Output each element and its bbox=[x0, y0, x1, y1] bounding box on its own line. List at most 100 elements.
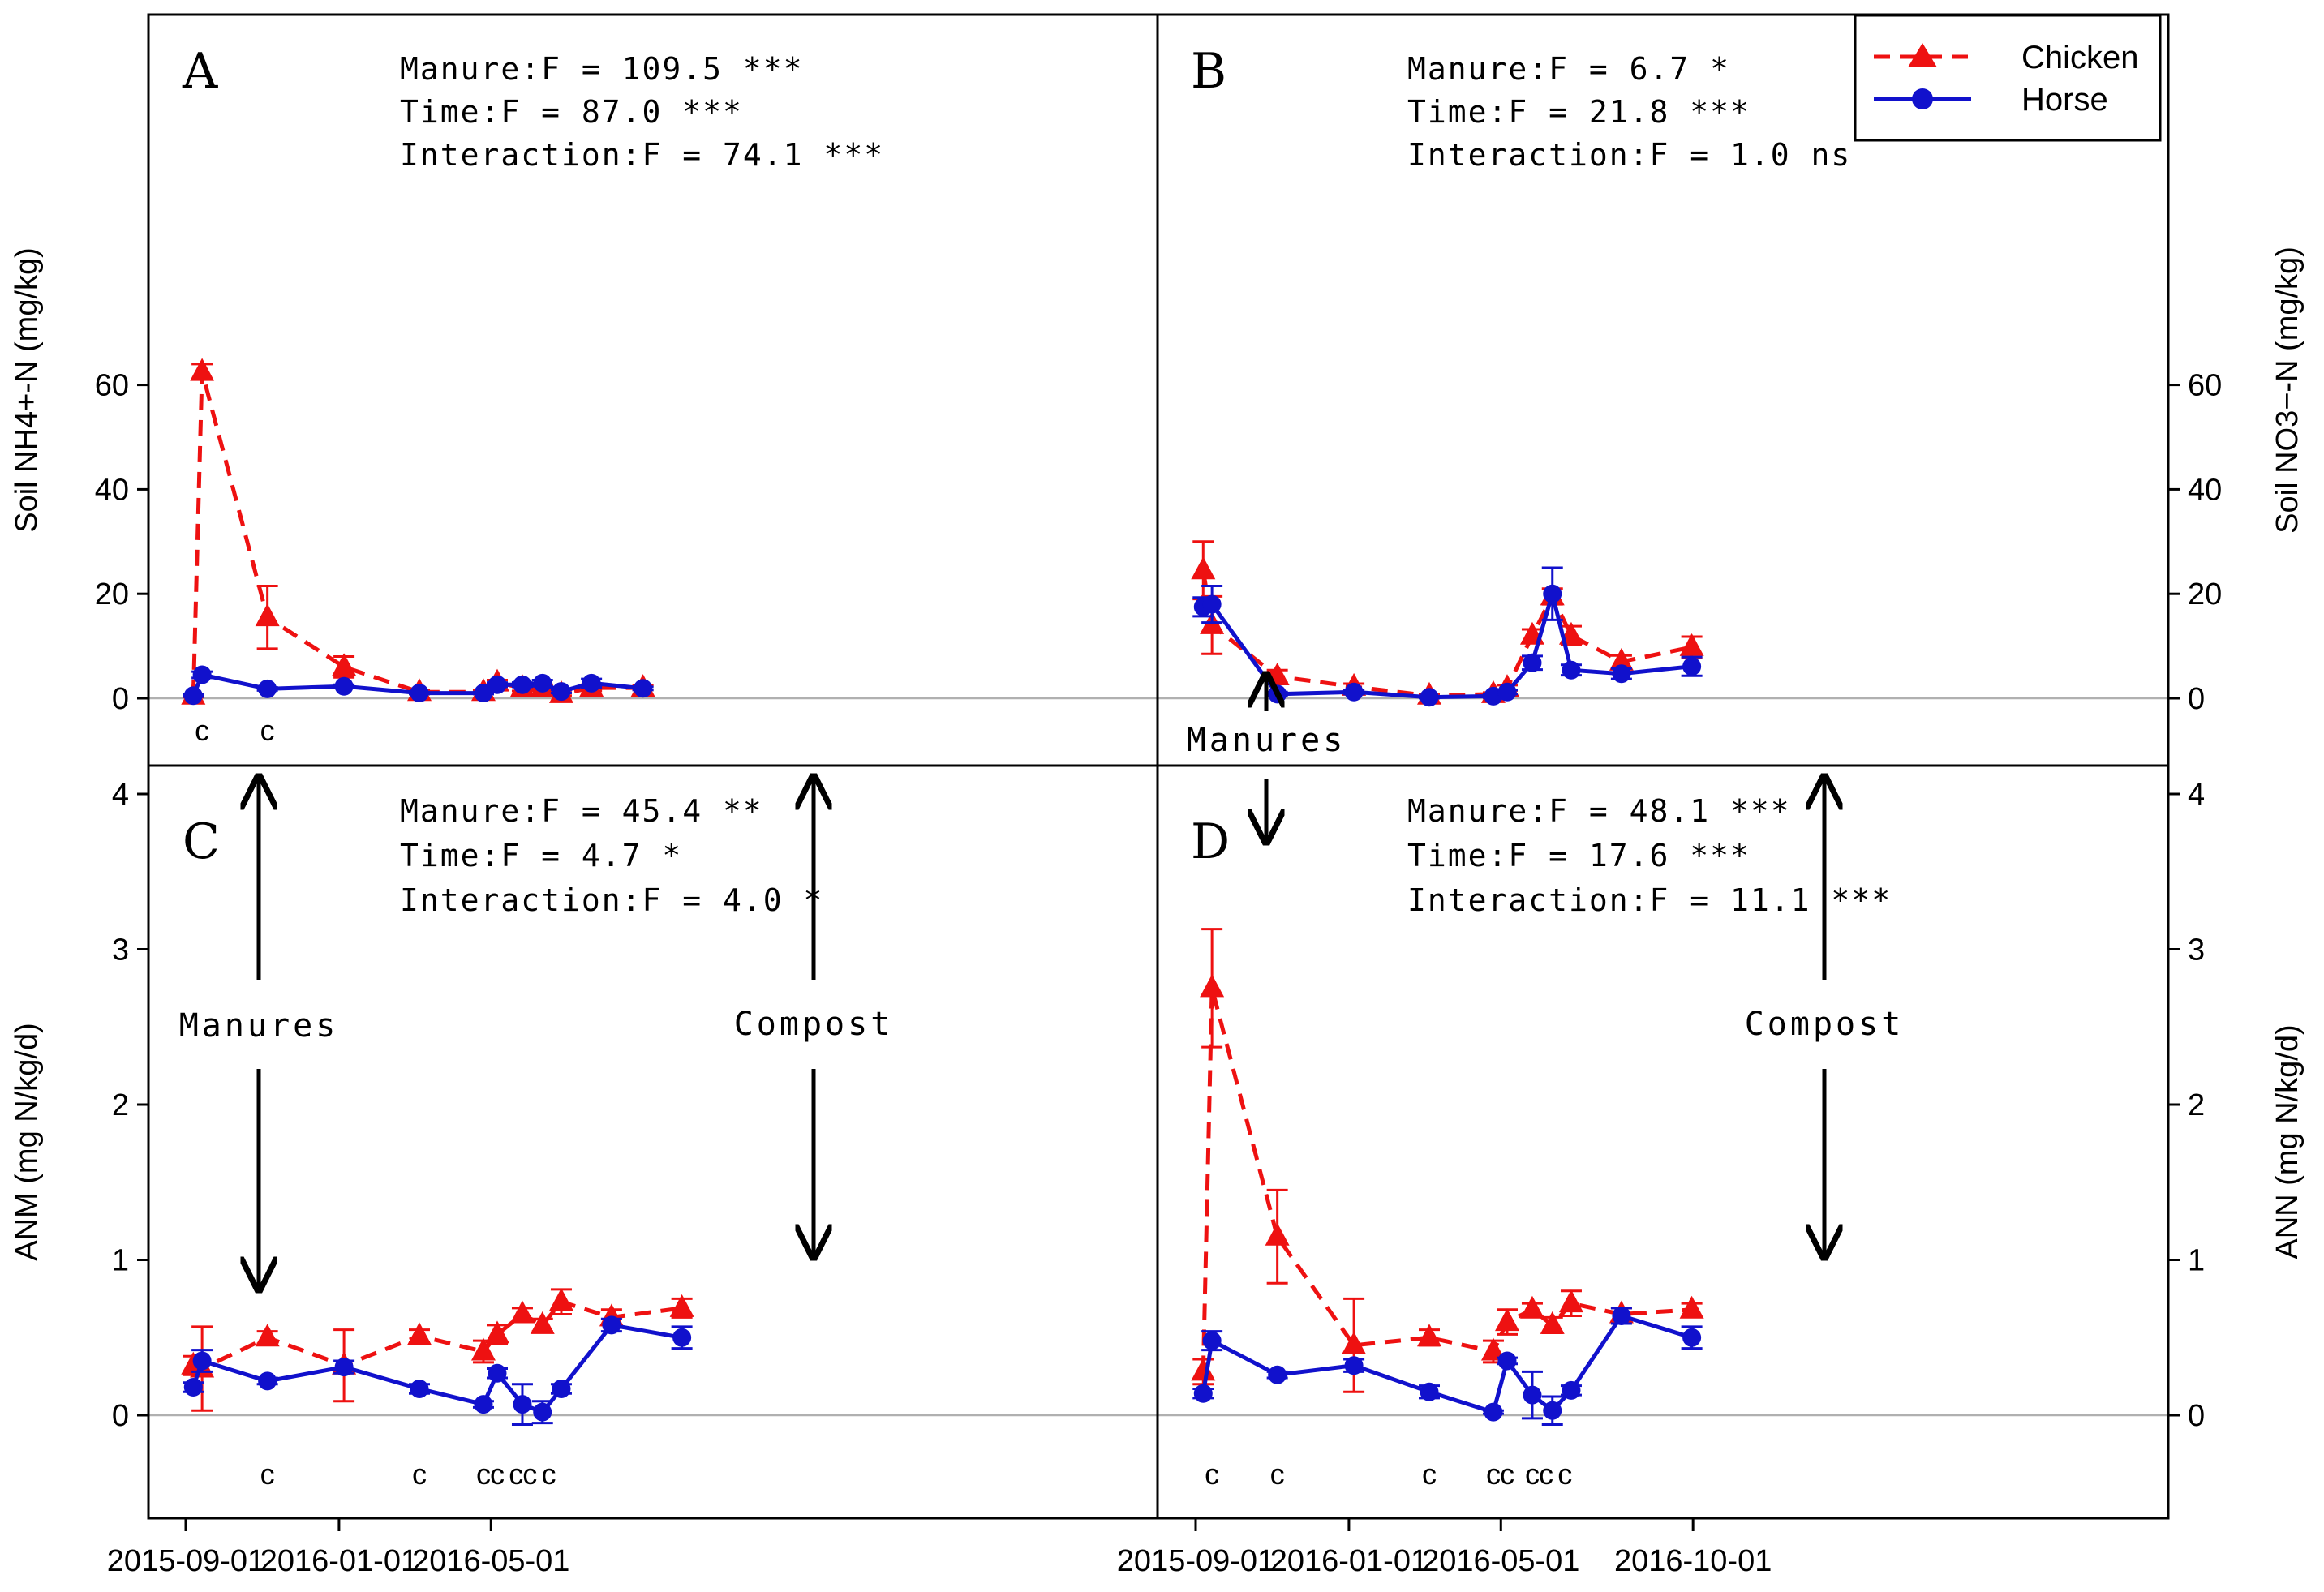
data-point-chicken bbox=[1609, 647, 1634, 671]
data-point-chicken bbox=[1342, 1331, 1367, 1354]
data-point-horse bbox=[1612, 1306, 1631, 1325]
data-point-horse bbox=[1523, 1385, 1542, 1405]
y-label-bottom-right: ANN (mg N/kg/d) bbox=[2270, 1024, 2305, 1259]
series-horse bbox=[1192, 566, 1703, 707]
zero-lines bbox=[148, 697, 2168, 1417]
series-line bbox=[1201, 987, 1692, 1372]
data-point-chicken bbox=[1540, 1311, 1565, 1334]
y-tick-label: 1 bbox=[2188, 1244, 2205, 1278]
data-point-horse bbox=[1612, 664, 1631, 684]
data-point-horse bbox=[334, 1358, 354, 1377]
x-tick-label: 2016-01-01 bbox=[260, 1544, 418, 1578]
legend-horse-marker bbox=[1912, 88, 1933, 109]
data-point-horse bbox=[672, 1328, 692, 1347]
y-tick-label: 0 bbox=[112, 1399, 129, 1433]
stat-line: Time:F = 17.6 *** bbox=[1407, 838, 1751, 873]
data-point-horse bbox=[1344, 682, 1364, 702]
data-point-horse bbox=[634, 679, 653, 698]
data-point-chicken bbox=[485, 1320, 510, 1344]
data-point-horse bbox=[1682, 1328, 1702, 1347]
legend-box bbox=[1854, 14, 2162, 142]
data-point-horse bbox=[258, 1371, 277, 1391]
data-point-chicken bbox=[509, 1300, 535, 1324]
data-point-horse bbox=[410, 1379, 429, 1398]
data-point-horse bbox=[552, 682, 571, 702]
y-tick-label: 20 bbox=[2188, 577, 2222, 611]
data-point-horse bbox=[488, 675, 507, 694]
plot-frame bbox=[147, 13, 2170, 1520]
significance-mark: c bbox=[541, 1457, 556, 1491]
data-point-horse bbox=[1497, 682, 1517, 702]
y-tick-label: 4 bbox=[112, 778, 129, 812]
stat-line: Manure:F = 6.7 * bbox=[1407, 51, 1730, 87]
stat-line: Interaction:F = 74.1 *** bbox=[400, 137, 884, 173]
data-point-horse bbox=[1268, 684, 1287, 704]
stats-d: Manure:F = 48.1 *** Time:F = 17.6 *** In… bbox=[1407, 793, 1892, 918]
stat-line: Interaction:F = 4.0 * bbox=[400, 882, 823, 918]
manures-label-c: Manures bbox=[179, 1007, 339, 1045]
significance-mark: c bbox=[412, 1457, 427, 1491]
data-point-horse bbox=[1268, 1365, 1287, 1384]
data-point-horse bbox=[1682, 657, 1702, 676]
y-label-bottom-left: ANM (mg N/kg/d) bbox=[10, 1023, 44, 1260]
x-tick-label: 2016-01-01 bbox=[1270, 1544, 1428, 1578]
legend: Chicken Horse bbox=[1854, 14, 2162, 142]
significance-mark: c bbox=[260, 714, 275, 747]
stat-line: Interaction:F = 11.1 *** bbox=[1407, 882, 1892, 918]
significance-mark: c bbox=[1539, 1457, 1553, 1491]
data-point-chicken bbox=[255, 603, 280, 627]
panel-label-d: D bbox=[1191, 813, 1230, 870]
data-point-chicken bbox=[1519, 1295, 1544, 1319]
data-point-horse bbox=[1193, 1384, 1213, 1403]
y-tick-label: 40 bbox=[2188, 473, 2222, 507]
data-point-chicken bbox=[1558, 1289, 1583, 1313]
y-tick-label: 60 bbox=[95, 369, 129, 403]
data-point-horse bbox=[1543, 584, 1562, 603]
data-point-horse bbox=[474, 684, 493, 703]
y-tick-label: 0 bbox=[112, 682, 129, 716]
data-point-horse bbox=[1484, 1402, 1503, 1422]
manures-label-bd: Manures bbox=[1187, 722, 1347, 759]
data-point-horse bbox=[1202, 1331, 1222, 1350]
panel-label-a: A bbox=[182, 43, 218, 100]
data-point-chicken bbox=[190, 358, 215, 381]
data-point-horse bbox=[602, 1315, 621, 1335]
y-tick-label: 0 bbox=[2188, 682, 2205, 716]
y-label-top-left: Soil NH4+-N (mg/kg) bbox=[10, 247, 44, 533]
data-point-horse bbox=[1497, 1351, 1517, 1371]
stat-line: Time:F = 87.0 *** bbox=[400, 94, 743, 130]
data-point-chicken bbox=[1191, 1358, 1216, 1381]
x-tick-label: 2015-09-01 bbox=[1117, 1544, 1274, 1578]
panel-label-c: C bbox=[183, 813, 220, 870]
data-point-horse bbox=[183, 686, 203, 706]
data-point-horse bbox=[1202, 594, 1222, 614]
data-point-chicken bbox=[407, 1322, 432, 1345]
series-chicken bbox=[181, 358, 655, 705]
series-horse bbox=[1192, 1306, 1703, 1426]
y-label-top-right: Soil NO3−-N (mg/kg) bbox=[2270, 247, 2305, 534]
series-line bbox=[191, 371, 643, 697]
panel-label-b: B bbox=[1191, 43, 1226, 100]
stat-line: Interaction:F = 1.0 ns bbox=[1407, 137, 1851, 173]
axes: 0204060020406001234012342015-09-012016-0… bbox=[95, 369, 2223, 1578]
significance-mark: c bbox=[1525, 1457, 1540, 1491]
y-tick-label: 4 bbox=[2188, 778, 2205, 812]
annotations bbox=[259, 675, 1824, 1289]
data-point-horse bbox=[1420, 1382, 1439, 1401]
stats-b: Manure:F = 6.7 * Time:F = 21.8 *** Inter… bbox=[1407, 51, 1851, 173]
x-tick-label: 2015-09-01 bbox=[107, 1544, 264, 1578]
data-point-horse bbox=[334, 676, 354, 696]
y-tick-label: 40 bbox=[95, 473, 129, 507]
data-point-horse bbox=[183, 1378, 203, 1397]
data-point-horse bbox=[192, 1351, 212, 1371]
y-tick-label: 0 bbox=[2188, 1399, 2205, 1433]
significance-mark: c bbox=[522, 1457, 537, 1491]
series-horse bbox=[183, 665, 654, 706]
data-point-horse bbox=[1344, 1356, 1364, 1375]
data-point-horse bbox=[513, 1395, 532, 1414]
stat-line: Manure:F = 48.1 *** bbox=[1407, 793, 1791, 829]
stats-a: Manure:F = 109.5 *** Time:F = 87.0 *** I… bbox=[400, 51, 884, 173]
y-tick-label: 3 bbox=[112, 933, 129, 968]
significance-mark: c bbox=[260, 1457, 275, 1491]
